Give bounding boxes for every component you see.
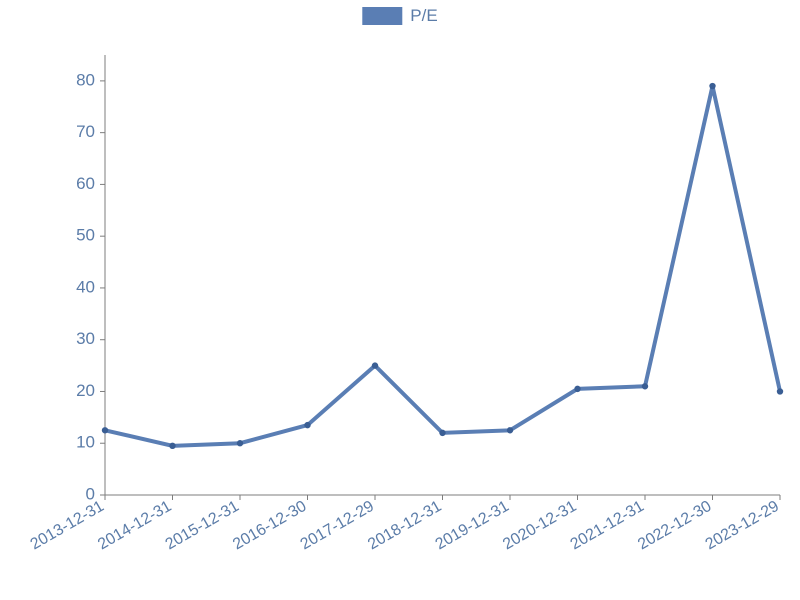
x-tick-label: 2013-12-31	[28, 498, 107, 554]
y-tick-label: 10	[76, 433, 95, 452]
series-marker	[439, 430, 445, 436]
series-marker	[574, 386, 580, 392]
series-marker	[507, 427, 513, 433]
y-tick-label: 50	[76, 226, 95, 245]
series-marker	[372, 362, 378, 368]
chart-svg: 010203040506070802013-12-312014-12-31201…	[0, 0, 800, 600]
legend-label: P/E	[410, 6, 437, 26]
series-marker	[102, 427, 108, 433]
y-tick-label: 70	[76, 122, 95, 141]
y-tick-label: 20	[76, 381, 95, 400]
x-tick-label: 2015-12-31	[163, 498, 242, 554]
x-tick-label: 2023-12-29	[703, 498, 782, 554]
x-tick-label: 2020-12-31	[500, 498, 579, 554]
y-tick-label: 60	[76, 174, 95, 193]
y-tick-label: 40	[76, 277, 95, 296]
x-tick-label: 2022-12-30	[635, 498, 714, 554]
x-tick-label: 2017-12-29	[298, 498, 377, 554]
y-tick-label: 30	[76, 329, 95, 348]
series-marker	[709, 83, 715, 89]
x-tick-label: 2014-12-31	[95, 498, 174, 554]
x-tick-label: 2021-12-31	[568, 498, 647, 554]
legend-swatch	[362, 7, 402, 25]
pe-line-chart: P/E 010203040506070802013-12-312014-12-3…	[0, 0, 800, 600]
x-tick-label: 2019-12-31	[433, 498, 512, 554]
series-marker	[777, 388, 783, 394]
series-marker	[304, 422, 310, 428]
series-marker	[237, 440, 243, 446]
x-tick-label: 2018-12-31	[365, 498, 444, 554]
series-marker	[169, 443, 175, 449]
series-marker	[642, 383, 648, 389]
legend: P/E	[362, 6, 437, 26]
series-line	[105, 86, 780, 446]
y-tick-label: 80	[76, 70, 95, 89]
x-tick-label: 2016-12-30	[230, 498, 309, 554]
